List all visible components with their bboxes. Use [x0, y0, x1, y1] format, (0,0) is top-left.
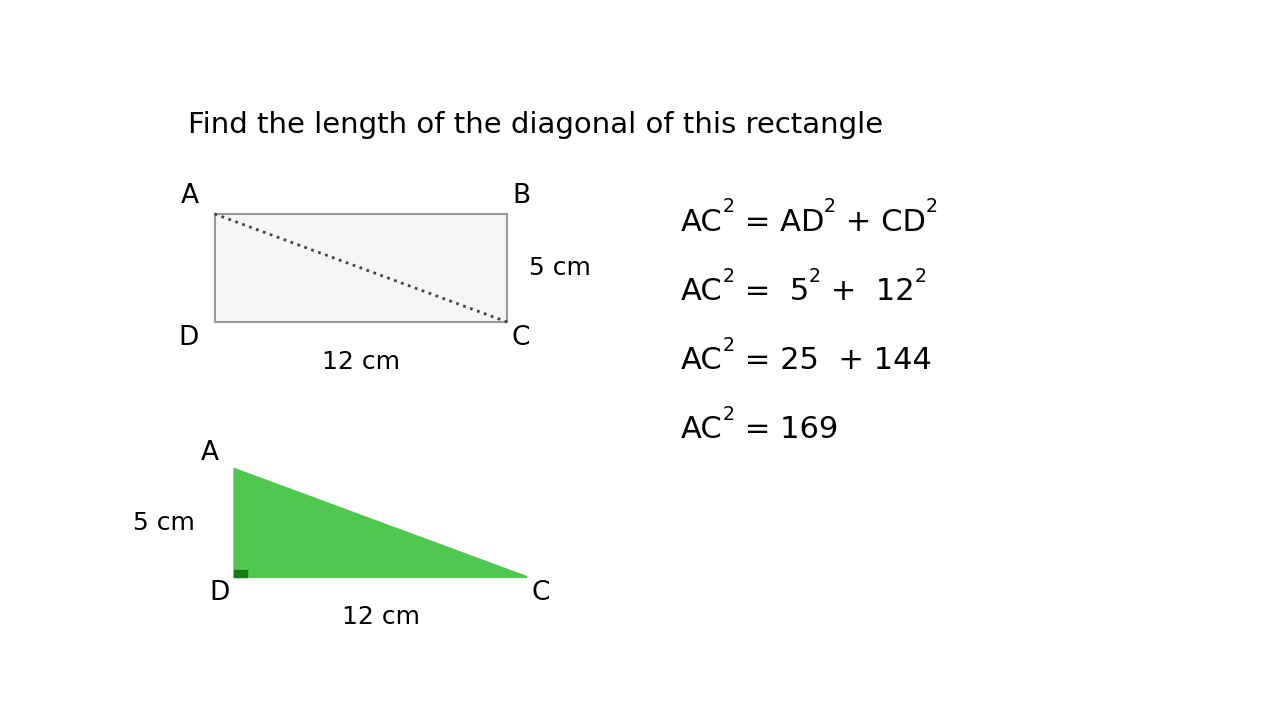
- Text: 2: 2: [914, 266, 927, 286]
- Text: B: B: [512, 184, 530, 210]
- Text: A: A: [201, 440, 219, 467]
- Text: 5 cm: 5 cm: [133, 511, 195, 535]
- Text: C: C: [512, 325, 530, 351]
- Text: = 25  + 144: = 25 + 144: [735, 346, 932, 375]
- Polygon shape: [215, 214, 507, 322]
- Text: AC: AC: [681, 415, 722, 444]
- Text: AC: AC: [681, 207, 722, 237]
- Text: = 169: = 169: [735, 415, 838, 444]
- Text: 2: 2: [722, 197, 735, 216]
- Text: 2: 2: [809, 266, 820, 286]
- Text: 2: 2: [722, 266, 735, 286]
- Text: 2: 2: [722, 336, 735, 355]
- Text: A: A: [180, 184, 198, 210]
- Text: Find the length of the diagonal of this rectangle: Find the length of the diagonal of this …: [188, 112, 883, 140]
- Text: 2: 2: [824, 197, 836, 216]
- Text: 2: 2: [722, 405, 735, 424]
- Text: AC: AC: [681, 277, 722, 306]
- Text: 12 cm: 12 cm: [321, 350, 399, 374]
- Text: +  12: + 12: [820, 277, 914, 306]
- Polygon shape: [234, 469, 527, 577]
- Text: =  5: = 5: [735, 277, 809, 306]
- Text: 2: 2: [925, 197, 938, 216]
- Text: D: D: [210, 580, 229, 606]
- Text: C: C: [531, 580, 550, 606]
- Polygon shape: [234, 570, 247, 577]
- Text: = AD: = AD: [735, 207, 824, 237]
- Text: 5 cm: 5 cm: [529, 256, 591, 280]
- Text: D: D: [178, 325, 198, 351]
- Text: 12 cm: 12 cm: [342, 605, 420, 629]
- Text: + CD: + CD: [836, 207, 925, 237]
- Text: AC: AC: [681, 346, 722, 375]
